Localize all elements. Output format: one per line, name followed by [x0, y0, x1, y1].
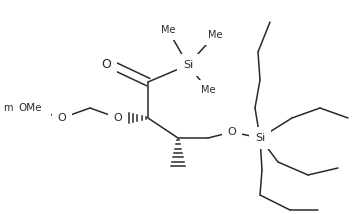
- Text: O: O: [228, 127, 237, 137]
- Text: Si: Si: [255, 133, 265, 143]
- Text: Me: Me: [208, 30, 222, 40]
- Text: Si: Si: [183, 60, 193, 70]
- Text: Me: Me: [201, 85, 215, 95]
- Text: Me: Me: [161, 25, 175, 35]
- Text: O: O: [58, 113, 67, 123]
- Text: O: O: [114, 113, 122, 123]
- Text: OMe: OMe: [18, 103, 42, 113]
- Text: O: O: [101, 58, 111, 71]
- Text: methoxy: methoxy: [4, 103, 46, 113]
